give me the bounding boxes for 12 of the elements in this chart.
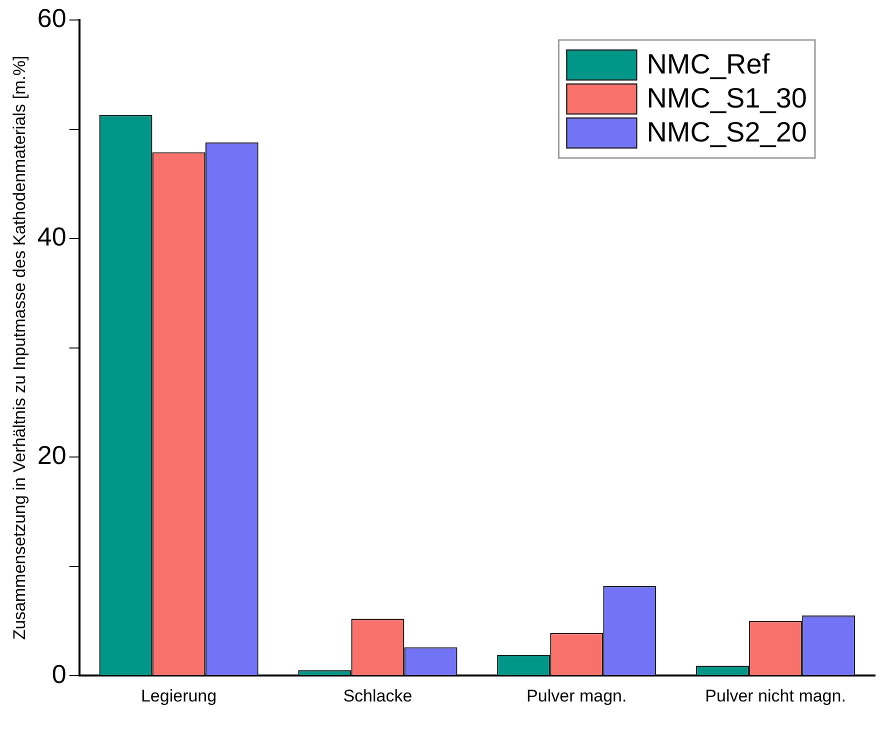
x-tick-label: Schlacke (343, 686, 412, 706)
y-axis-title: Zusammensetzung in Verhältnis zu Inputmasse des Kathodenmaterials [m.%] (10, 56, 29, 640)
legend-label: NMC_Ref (646, 48, 770, 80)
legend-label: NMC_S2_20 (646, 116, 808, 148)
y-tick-label: 0 (52, 658, 66, 689)
y-tick-label: 20 (37, 440, 66, 470)
x-tick-label: Legierung (140, 686, 217, 706)
x-tick-label: Pulver nicht magn. (705, 686, 846, 706)
y-tick-label: 60 (37, 3, 66, 34)
x-tick-label: Pulver magn. (526, 686, 627, 706)
y-tick-label: 40 (37, 222, 66, 252)
legend-label: NMC_S1_30 (646, 82, 808, 114)
